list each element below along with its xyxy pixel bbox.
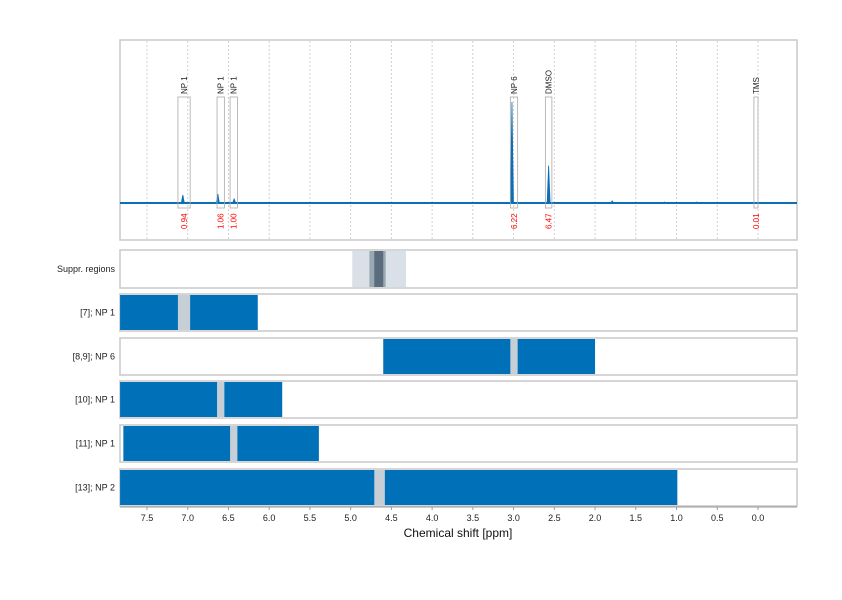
annotation-label: NP 6	[510, 76, 519, 94]
annotation-box	[177, 96, 191, 209]
spectrum-peak	[661, 201, 668, 204]
x-tick-label: 0.5	[711, 513, 724, 523]
spectrum-peak	[546, 165, 551, 204]
x-tick-label: 5.0	[344, 513, 357, 523]
x-axis-label: Chemical shift [ppm]	[404, 526, 513, 540]
x-tick-label: 6.5	[222, 513, 235, 523]
integral-value: 0.01	[752, 213, 761, 229]
annotation-label: DMSO	[545, 70, 554, 94]
x-tick-label: 3.0	[507, 513, 520, 523]
suppressed-region	[374, 251, 384, 287]
assignment-gap	[177, 295, 191, 330]
x-tick-label: 2.0	[589, 513, 602, 523]
row-label: [11]; NP 1	[76, 439, 115, 449]
annotation-box	[216, 96, 225, 209]
assignment-gap	[217, 382, 225, 417]
annotation-box	[753, 96, 759, 209]
assignment-gap	[510, 339, 518, 374]
x-tick-label: 3.5	[467, 513, 480, 523]
annotation-label: NP 1	[230, 76, 239, 94]
row-label: [13]; NP 2	[75, 483, 115, 493]
integral-value: 6.22	[510, 213, 519, 229]
annotation-box	[229, 96, 238, 209]
assignment-bar	[120, 382, 283, 417]
x-axis: 7.5 7.0 6.5 6.0 5.5 5.0 4.5 4.0 3.5 3.0 2.5 2.0 1.5 1…	[120, 506, 797, 523]
spectrum-peak	[232, 197, 237, 204]
row-label: [7]; NP 1	[80, 308, 115, 318]
annotations: NP 1 0.94 NP 1 1.06 NP 1 1.00 NP 6 6.22 DMSO 6.47…	[177, 70, 761, 229]
x-tick-label: 1.0	[670, 513, 683, 523]
spectrum	[120, 101, 797, 204]
row-label: [10]; NP 1	[75, 395, 115, 405]
integral-value: 1.06	[217, 213, 226, 229]
spectrum-peak	[694, 201, 700, 204]
row-label: Suppr. regions	[57, 264, 116, 274]
spectrum-peak	[180, 194, 185, 204]
annotation-box	[544, 96, 553, 209]
integral-value: 1.00	[230, 213, 239, 229]
annotation-label: TMS	[752, 77, 761, 94]
assignment-bar	[120, 470, 678, 505]
integral-value: 6.47	[545, 213, 554, 229]
assignment-bar	[383, 339, 596, 374]
x-tick-label: 4.0	[426, 513, 439, 523]
x-tick-label: 4.5	[385, 513, 398, 523]
x-tick-label: 7.0	[181, 513, 194, 523]
annotation-box	[509, 96, 519, 209]
annotation-label: NP 1	[217, 76, 226, 94]
integral-value: 0.94	[180, 213, 189, 229]
grid	[146, 41, 759, 239]
assignment-bar	[123, 426, 319, 461]
x-tick-label: 1.5	[630, 513, 643, 523]
row-label: [8,9]; NP 6	[73, 352, 115, 362]
assignment-rows: Suppr. regions [7]; NP 1 [8,9]; NP 6 [10]; …	[57, 249, 798, 507]
spectrum-peak	[510, 101, 514, 204]
spectrum-panel	[119, 39, 798, 241]
assignment-gap	[230, 426, 238, 461]
x-tick-label: 0.0	[752, 513, 765, 523]
spectrum-peak	[609, 200, 615, 204]
assignment-gap	[374, 470, 385, 505]
x-tick-label: 7.5	[141, 513, 154, 523]
row-panel	[119, 249, 798, 289]
x-tick-label: 5.5	[304, 513, 317, 523]
x-tick-label: 6.0	[263, 513, 276, 523]
annotation-label: NP 1	[180, 76, 189, 94]
x-tick-label: 2.5	[548, 513, 561, 523]
